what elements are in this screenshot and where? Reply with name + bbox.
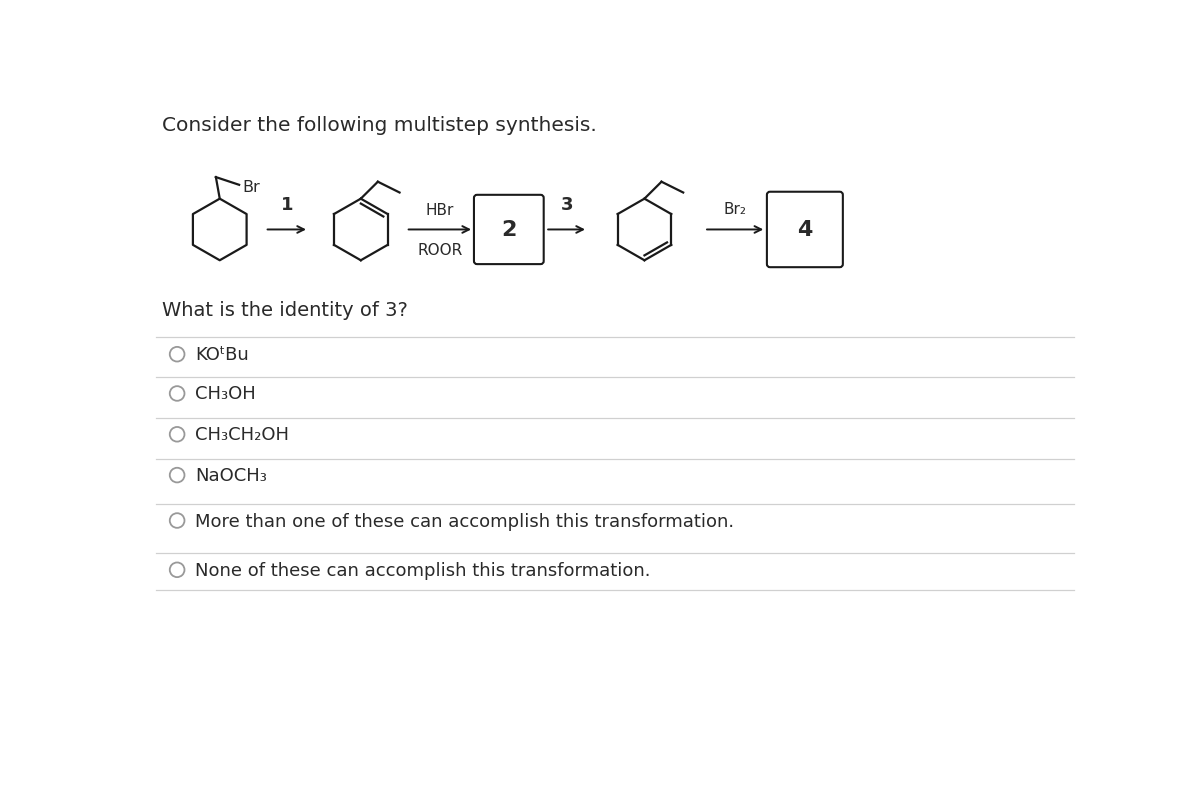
Text: HBr: HBr (426, 203, 454, 218)
Text: 3: 3 (560, 195, 572, 214)
Text: CH₃OH: CH₃OH (194, 385, 256, 403)
Text: ROOR: ROOR (418, 243, 462, 258)
Text: NaOCH₃: NaOCH₃ (194, 467, 266, 484)
Text: Consider the following multistep synthesis.: Consider the following multistep synthes… (162, 116, 596, 136)
Text: 2: 2 (502, 220, 516, 240)
FancyBboxPatch shape (474, 196, 544, 265)
Text: 4: 4 (797, 220, 812, 240)
Text: More than one of these can accomplish this transformation.: More than one of these can accomplish th… (194, 512, 734, 530)
Text: KOᵗBu: KOᵗBu (194, 346, 248, 364)
FancyBboxPatch shape (767, 193, 842, 268)
Text: What is the identity of 3?: What is the identity of 3? (162, 301, 408, 320)
Text: None of these can accomplish this transformation.: None of these can accomplish this transf… (194, 561, 650, 579)
Text: 1: 1 (281, 195, 293, 214)
Text: CH₃CH₂OH: CH₃CH₂OH (194, 426, 289, 444)
Text: Br₂: Br₂ (724, 202, 746, 216)
Text: Br: Br (242, 180, 260, 194)
